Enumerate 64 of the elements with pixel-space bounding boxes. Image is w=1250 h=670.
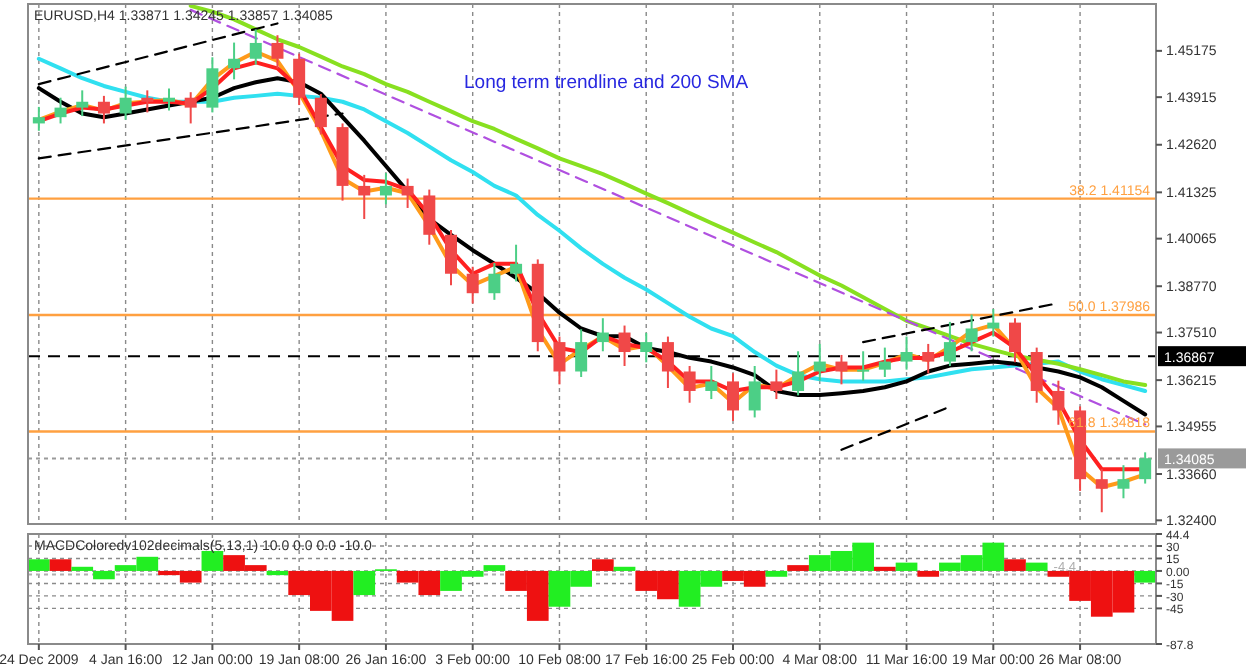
- candlestick: [683, 364, 696, 404]
- candlestick: [1030, 346, 1043, 404]
- candlestick: [878, 346, 891, 378]
- candlestick: [293, 52, 306, 107]
- candlestick: [575, 328, 588, 378]
- bar: [917, 570, 940, 577]
- candlestick: [119, 85, 132, 121]
- bar: [483, 565, 506, 571]
- candlestick: [943, 320, 956, 367]
- candlestick: [965, 313, 978, 353]
- bar: [787, 565, 809, 571]
- bar: [592, 559, 614, 571]
- bar: [353, 570, 376, 596]
- candlestick: [727, 372, 739, 423]
- candlestick: [445, 229, 457, 287]
- candlestick: [97, 94, 110, 125]
- bar: [201, 550, 224, 571]
- candlestick: [1009, 317, 1021, 364]
- candlestick: [163, 87, 175, 112]
- candlestick: [596, 317, 609, 353]
- candlestick: [228, 41, 241, 81]
- candlestick: [32, 105, 45, 132]
- candlestick: [705, 364, 718, 401]
- bar: [266, 570, 289, 576]
- candlestick: [553, 335, 566, 386]
- candlestick: [314, 93, 327, 136]
- bar: [1025, 562, 1048, 571]
- candlestick: [206, 56, 219, 114]
- candlestick: [401, 177, 414, 209]
- candlestick: [770, 368, 783, 401]
- candlestick: [466, 265, 479, 305]
- candlestick: [271, 34, 284, 70]
- bar: [28, 559, 50, 571]
- candlestick: [900, 335, 913, 371]
- candlestick: [748, 364, 761, 419]
- annotation: Long term trendline and 200 SMA: [464, 72, 750, 94]
- candlestick: [54, 96, 67, 125]
- candlestick: [249, 28, 262, 66]
- candlestick: [813, 342, 826, 382]
- candlestick: [510, 243, 523, 283]
- candlestick: [922, 342, 935, 375]
- bar: [1004, 559, 1026, 571]
- candlestick: [358, 173, 371, 220]
- bar: [765, 570, 788, 577]
- candlestick: [857, 350, 870, 382]
- bar: [1134, 570, 1156, 583]
- bar: [895, 562, 918, 571]
- candlestick: [488, 262, 501, 301]
- candlestick: [141, 89, 154, 114]
- candlestick: [792, 350, 805, 397]
- candlestick: [618, 324, 631, 367]
- candlestick: [835, 353, 848, 386]
- candlestick: [1117, 464, 1130, 500]
- candlestick: [379, 172, 392, 206]
- candlestick: [640, 331, 653, 364]
- candlestick: [661, 335, 674, 390]
- candlestick: [1095, 467, 1108, 514]
- candlestick: [1139, 451, 1152, 485]
- candlestick: [1052, 379, 1065, 426]
- candlestick: [76, 89, 89, 118]
- candlestick: [423, 188, 436, 246]
- bar: [49, 559, 72, 571]
- bar: [93, 570, 115, 580]
- candlestick: [184, 91, 197, 125]
